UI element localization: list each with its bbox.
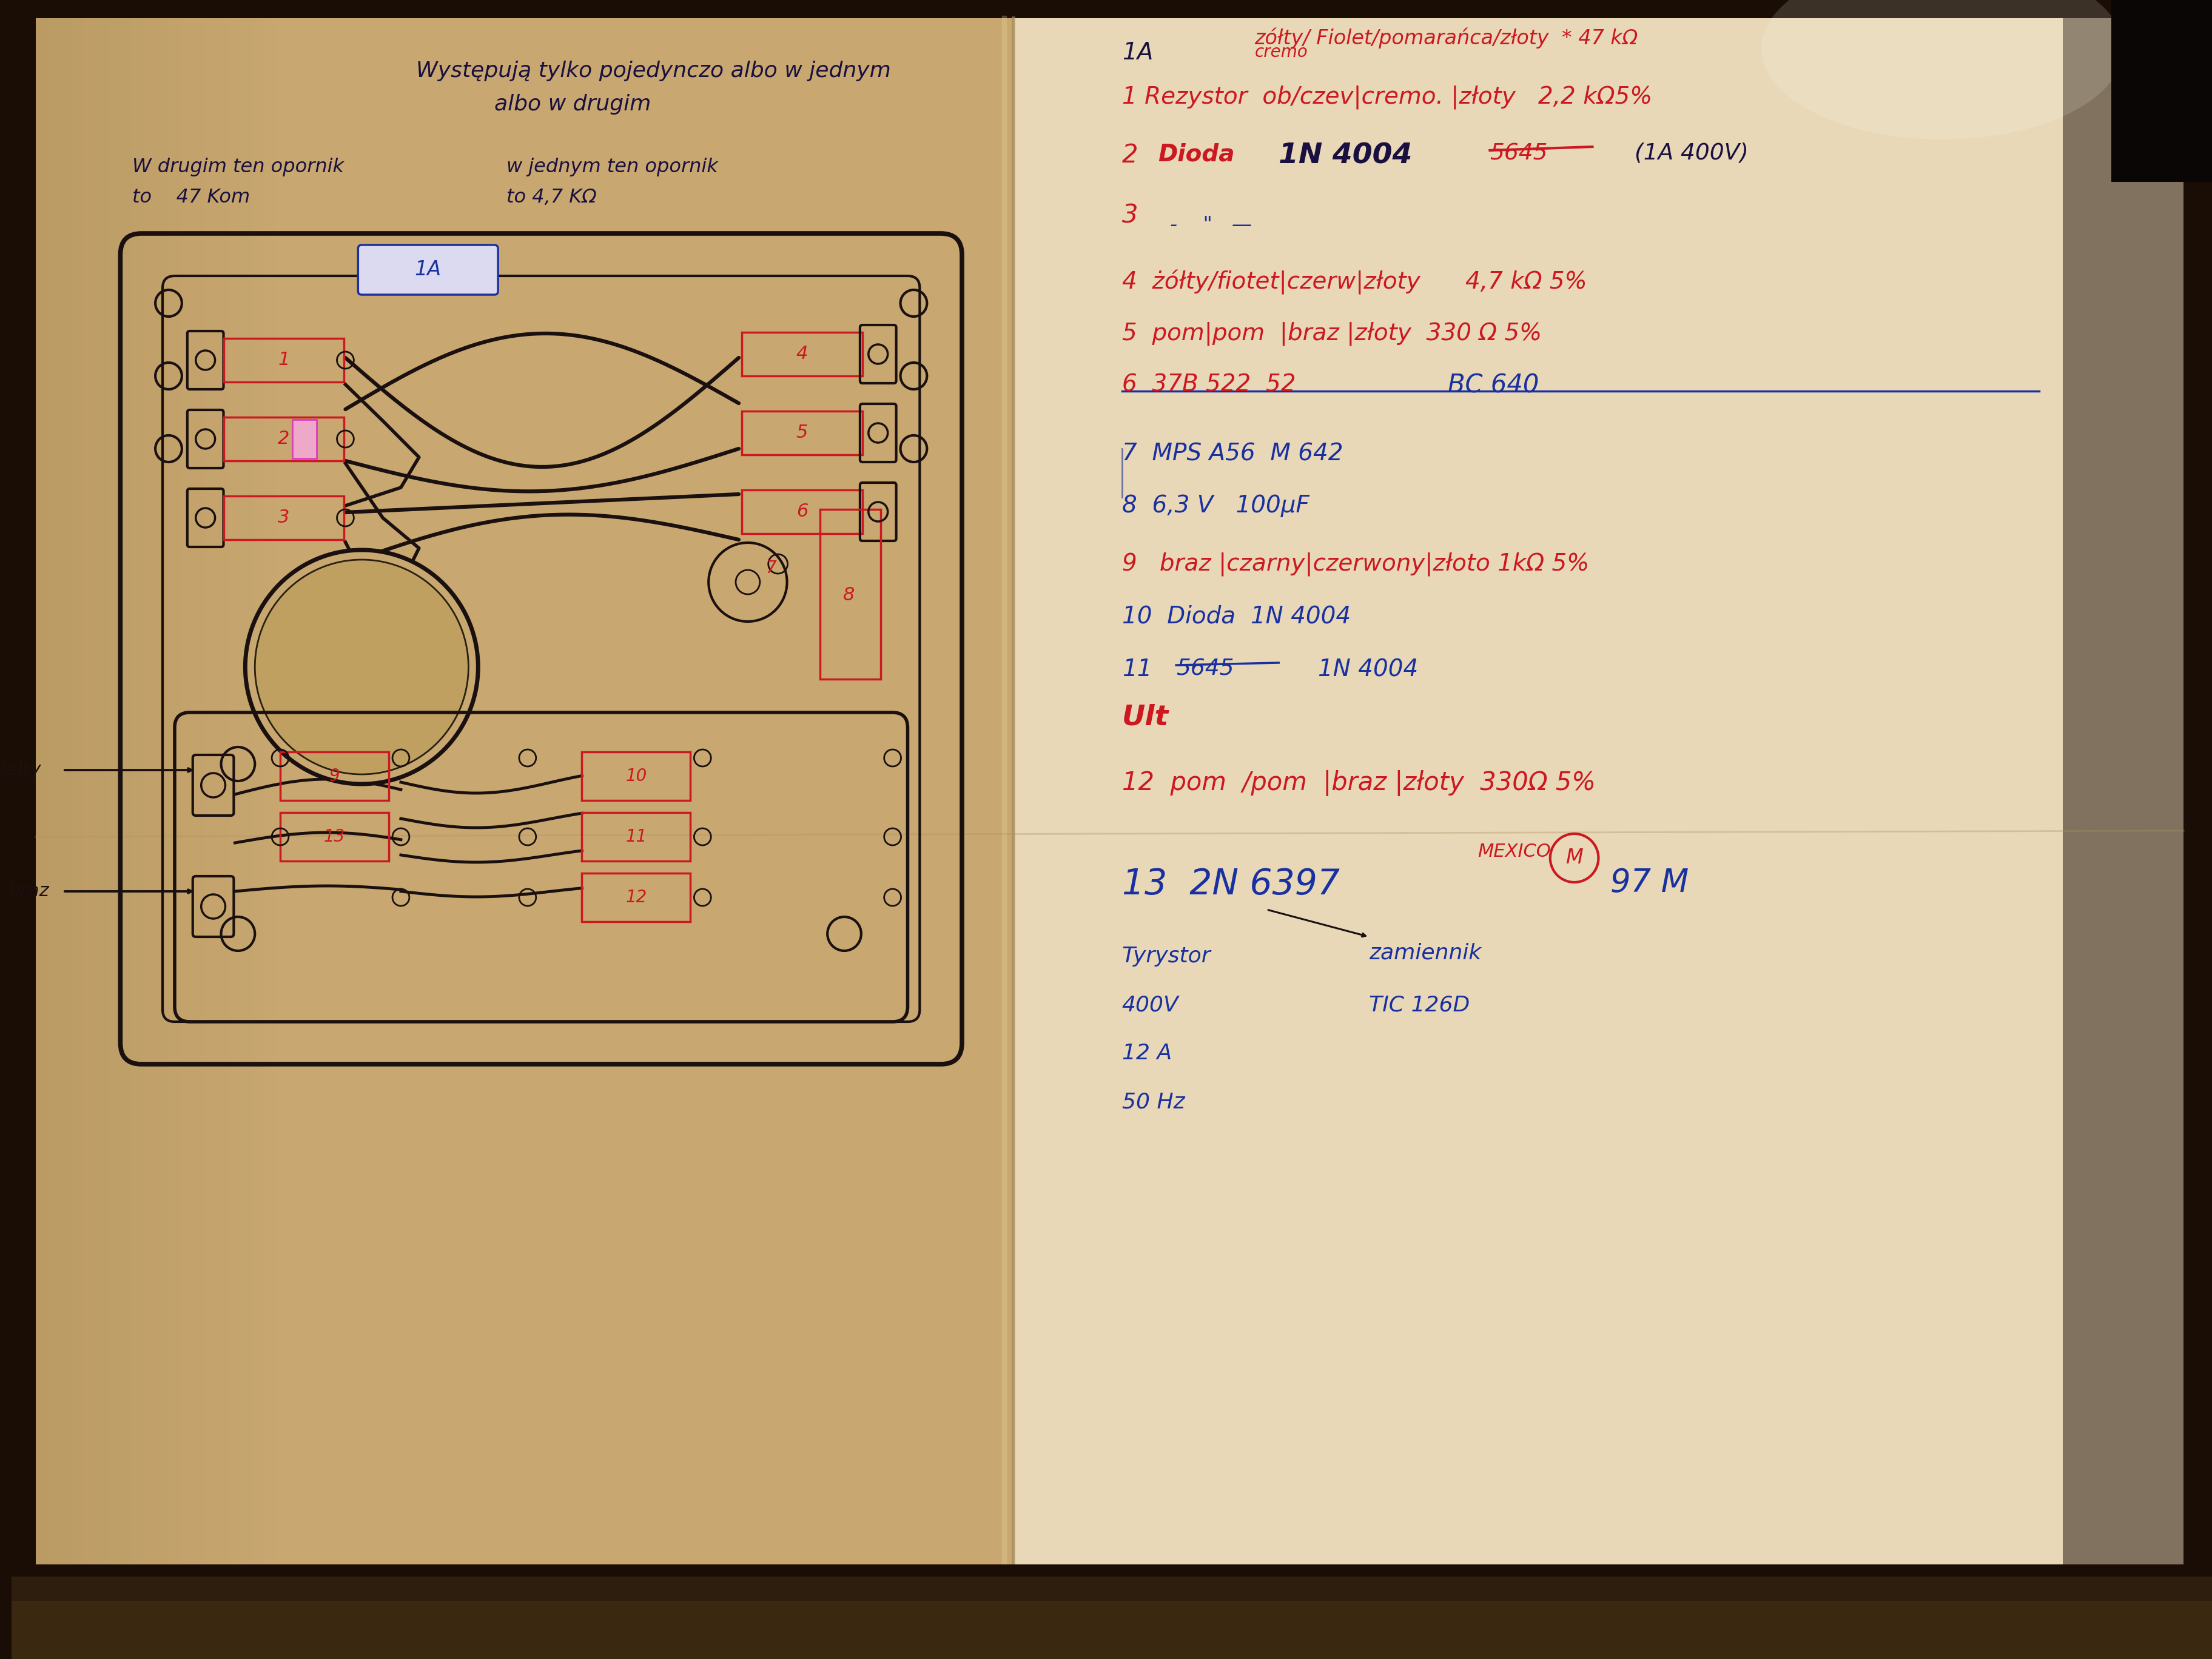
Bar — [582, 752, 690, 800]
Bar — [281, 813, 389, 861]
Text: 3: 3 — [279, 509, 290, 526]
Bar — [11, 1601, 2212, 1659]
Polygon shape — [35, 18, 1013, 1601]
Text: 6  37B 522  52: 6 37B 522 52 — [1121, 373, 1296, 397]
Text: w jednym ten opornik: w jednym ten opornik — [507, 158, 717, 176]
Bar — [741, 489, 863, 534]
Polygon shape — [133, 18, 144, 1601]
Text: 11: 11 — [1121, 659, 1152, 680]
Text: 9: 9 — [330, 768, 341, 785]
Text: 7  MPS A56  M 642: 7 MPS A56 M 642 — [1121, 443, 1343, 466]
Polygon shape — [119, 18, 133, 1601]
Polygon shape — [95, 18, 108, 1601]
Text: zółty/ Fiolet/pomarańca/złoty  * 47 kΩ: zółty/ Fiolet/pomarańca/złoty * 47 kΩ — [1254, 27, 1637, 48]
Text: Występują tylko pojedynczo albo w jednym: Występują tylko pojedynczo albo w jednym — [416, 61, 891, 81]
Text: albo w drugim: albo w drugim — [493, 95, 650, 114]
Text: 11: 11 — [626, 828, 646, 846]
Text: 8: 8 — [843, 586, 854, 604]
Text: 2: 2 — [1121, 143, 1137, 168]
Text: 4: 4 — [796, 345, 807, 363]
Text: 3: 3 — [1121, 202, 1137, 229]
Bar — [821, 509, 880, 679]
Circle shape — [254, 559, 469, 775]
Text: 8  6,3 V   100μF: 8 6,3 V 100μF — [1121, 494, 1310, 518]
Text: M: M — [1566, 848, 1582, 868]
Text: 12  pom  /pom  |braz |złoty  330Ω 5%: 12 pom /pom |braz |złoty 330Ω 5% — [1121, 770, 1595, 796]
Text: to 4,7 KΩ: to 4,7 KΩ — [507, 187, 597, 207]
Text: -    "   —: - " — — [1170, 216, 1252, 236]
Text: 10  Dioda  1N 4004: 10 Dioda 1N 4004 — [1121, 606, 1349, 629]
Text: 1: 1 — [279, 352, 290, 368]
Bar — [741, 332, 863, 377]
Text: 1 Rezystor  ob/czev|cremo. |złoty   2,2 kΩ5%: 1 Rezystor ob/czev|cremo. |złoty 2,2 kΩ5… — [1121, 85, 1652, 109]
Text: żełty: żełty — [0, 761, 42, 778]
Polygon shape — [2062, 18, 2183, 1564]
Polygon shape — [35, 18, 49, 1601]
Circle shape — [246, 551, 478, 785]
Text: W drugim ten opornik: W drugim ten opornik — [133, 158, 345, 176]
Bar — [223, 338, 345, 382]
Polygon shape — [157, 18, 168, 1601]
Text: (1A 400V): (1A 400V) — [1635, 143, 1747, 164]
Polygon shape — [168, 18, 181, 1601]
Text: 5  pom|pom  |braz |złoty  330 Ω 5%: 5 pom|pom |braz |złoty 330 Ω 5% — [1121, 322, 1542, 345]
Text: 7: 7 — [765, 559, 776, 577]
Bar — [11, 1564, 2212, 1659]
Text: 5645: 5645 — [1177, 659, 1234, 680]
Text: 1A: 1A — [414, 260, 440, 280]
Text: 6: 6 — [796, 503, 807, 521]
Text: 50 Hz: 50 Hz — [1121, 1092, 1183, 1112]
Bar — [223, 496, 345, 539]
Text: 1N 4004: 1N 4004 — [1318, 659, 1418, 680]
Bar — [292, 420, 316, 458]
FancyBboxPatch shape — [358, 246, 498, 295]
Text: Dioda: Dioda — [1157, 143, 1234, 166]
Text: to    47 Kom: to 47 Kom — [133, 187, 250, 207]
Text: cremo: cremo — [1254, 43, 1307, 61]
Text: zamiennik: zamiennik — [1369, 942, 1482, 964]
Text: 13  2N 6397: 13 2N 6397 — [1121, 868, 1338, 901]
Bar — [223, 416, 345, 461]
Polygon shape — [1013, 18, 2183, 1564]
Text: Ult: Ult — [1121, 703, 1168, 730]
Text: braz: braz — [9, 883, 49, 901]
Polygon shape — [73, 18, 84, 1601]
Text: 2: 2 — [279, 430, 290, 448]
Bar — [582, 813, 690, 861]
Bar — [741, 411, 863, 455]
Polygon shape — [60, 18, 73, 1601]
Bar — [582, 873, 690, 922]
Text: 5: 5 — [796, 425, 807, 441]
Bar — [11, 1576, 2212, 1659]
Ellipse shape — [1761, 0, 2124, 139]
Polygon shape — [84, 18, 95, 1601]
Polygon shape — [144, 18, 157, 1601]
Text: 4  żółty/fiotet|czerw|złoty      4,7 kΩ 5%: 4 żółty/fiotet|czerw|złoty 4,7 kΩ 5% — [1121, 270, 1586, 295]
Text: TIC 126D: TIC 126D — [1369, 994, 1469, 1015]
Text: BC 640: BC 640 — [1447, 373, 1537, 398]
Polygon shape — [108, 18, 119, 1601]
Text: 12: 12 — [626, 889, 646, 906]
Text: 12 A: 12 A — [1121, 1044, 1172, 1063]
Text: Tyrystor: Tyrystor — [1121, 946, 1210, 967]
Text: 9   braz |czarny|czerwony|złoto 1kΩ 5%: 9 braz |czarny|czerwony|złoto 1kΩ 5% — [1121, 552, 1588, 576]
Bar — [281, 752, 389, 800]
Text: 1N 4004: 1N 4004 — [1279, 143, 1411, 169]
Text: MEXICO: MEXICO — [1478, 843, 1551, 861]
Text: 97 M: 97 M — [1610, 868, 1688, 899]
Text: 1A: 1A — [1121, 41, 1152, 65]
Text: 13: 13 — [323, 828, 345, 846]
Text: 400V: 400V — [1121, 994, 1179, 1015]
Text: 5645: 5645 — [1489, 143, 1548, 164]
Bar — [2110, 0, 2212, 182]
Text: 10: 10 — [626, 768, 646, 785]
Polygon shape — [49, 18, 60, 1601]
